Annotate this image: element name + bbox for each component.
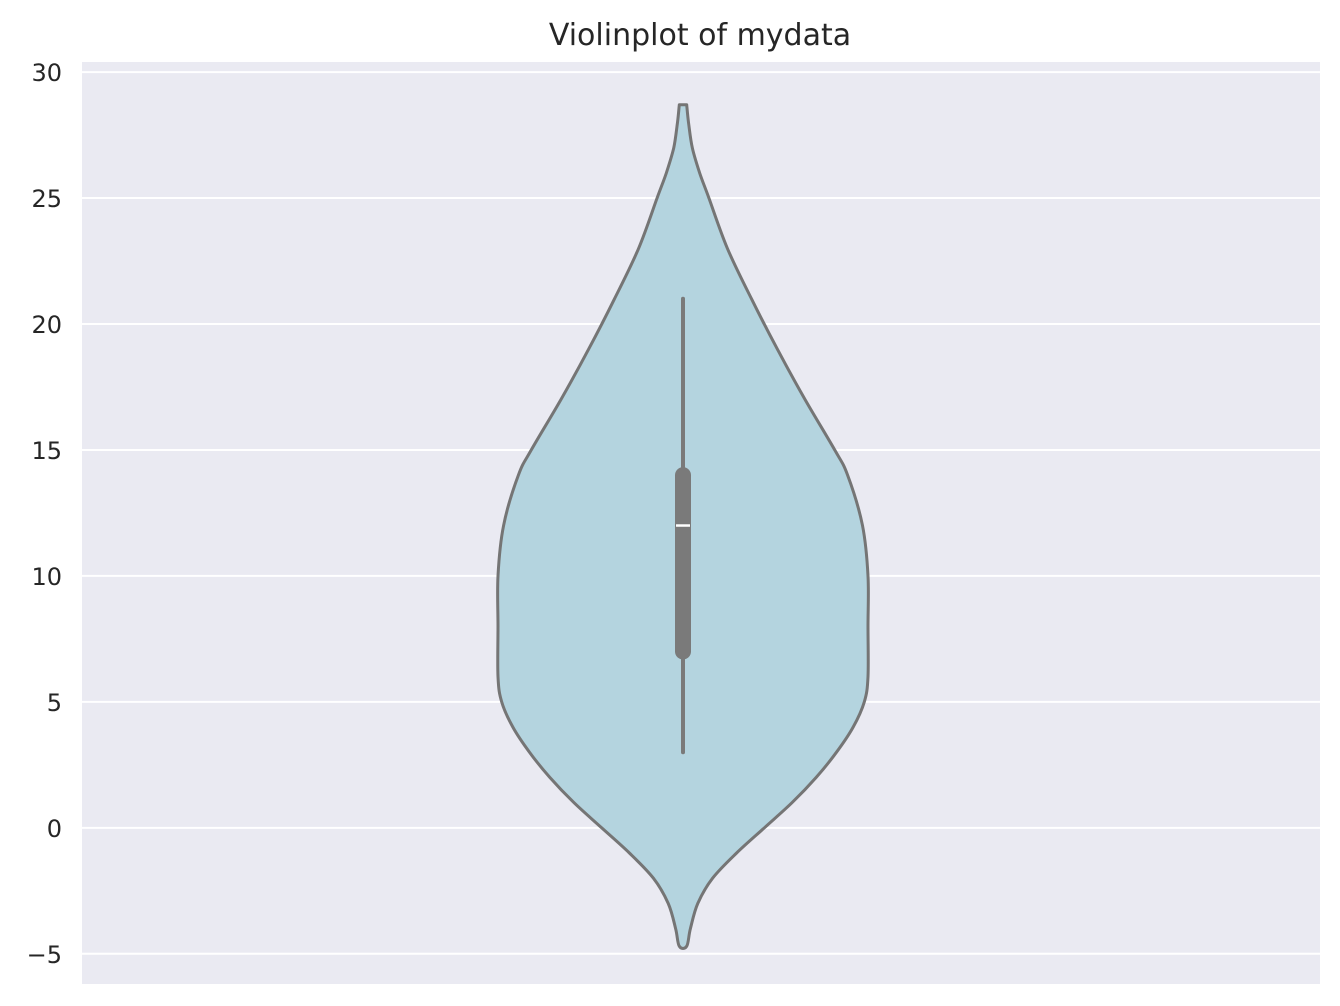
- y-tick-label: 5: [47, 689, 62, 717]
- chart-title: Violinplot of mydata: [549, 18, 851, 53]
- violin-group: [496, 103, 870, 950]
- y-tick-label: 0: [47, 815, 62, 843]
- y-tick-label: 15: [31, 437, 62, 465]
- y-tick-label: 30: [31, 59, 62, 87]
- y-axis-ticks: −5 0 5 10 15 20 25 30: [27, 59, 62, 969]
- y-tick-label: 25: [31, 185, 62, 213]
- y-tick-label: −5: [27, 941, 62, 969]
- y-tick-label: 20: [31, 311, 62, 339]
- y-tick-label: 10: [31, 563, 62, 591]
